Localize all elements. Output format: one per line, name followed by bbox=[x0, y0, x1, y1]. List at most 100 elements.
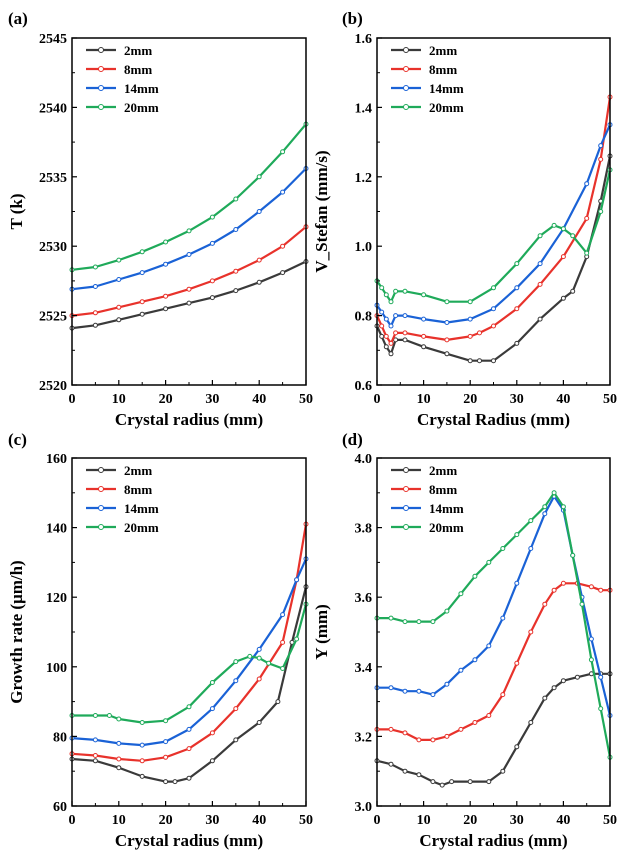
x-tick-label: 30 bbox=[205, 392, 219, 407]
legend-label: 2mm bbox=[124, 463, 152, 478]
data-point bbox=[500, 546, 506, 551]
data-point bbox=[209, 758, 215, 764]
data-point bbox=[256, 209, 262, 214]
legend-marker bbox=[98, 505, 104, 511]
data-point bbox=[542, 511, 548, 517]
series-line-14mm bbox=[377, 495, 612, 716]
data-point bbox=[551, 587, 557, 593]
data-point bbox=[92, 737, 98, 743]
data-point bbox=[379, 323, 385, 329]
data-point bbox=[256, 174, 262, 180]
data-point bbox=[209, 730, 215, 736]
data-point bbox=[467, 316, 473, 322]
y-tick-label: 3.6 bbox=[355, 591, 373, 606]
y-tick-label: 3.0 bbox=[355, 800, 373, 815]
data-point bbox=[444, 299, 450, 305]
x-tick-label: 30 bbox=[510, 813, 524, 828]
data-point bbox=[139, 773, 145, 779]
data-point bbox=[209, 240, 215, 246]
data-point bbox=[560, 504, 566, 510]
data-point bbox=[186, 252, 192, 257]
data-point bbox=[430, 692, 436, 698]
data-point bbox=[500, 615, 506, 621]
x-tick-label: 10 bbox=[112, 392, 126, 407]
data-point bbox=[163, 306, 169, 312]
data-point bbox=[598, 587, 604, 593]
data-point bbox=[163, 718, 169, 724]
data-point bbox=[598, 156, 604, 162]
data-point bbox=[467, 299, 473, 305]
data-point bbox=[256, 279, 262, 285]
legend: 2mm 8mm 14mm 20mm bbox=[391, 463, 464, 535]
x-tick-label: 0 bbox=[69, 392, 76, 407]
x-tick-label: 20 bbox=[159, 813, 173, 828]
x-tick-label: 50 bbox=[299, 813, 313, 828]
data-point bbox=[486, 643, 492, 649]
data-point bbox=[560, 678, 566, 684]
data-point bbox=[402, 730, 408, 736]
series-line-14mm bbox=[71, 558, 308, 747]
legend-label: 14mm bbox=[429, 81, 464, 96]
chart-panel-3: (c) 0 10 20 30 40 50 60 80 100 120 140 160 Crystal ra… bbox=[7, 430, 313, 850]
data-point bbox=[116, 716, 122, 722]
data-point bbox=[116, 257, 122, 263]
data-point bbox=[388, 323, 394, 329]
data-point bbox=[444, 733, 450, 739]
data-point bbox=[280, 639, 286, 645]
panel-label: (d) bbox=[342, 430, 363, 449]
y-tick-label: 1.6 bbox=[355, 32, 373, 47]
y-tick-label: 60 bbox=[53, 800, 67, 815]
data-point bbox=[421, 344, 427, 350]
data-point bbox=[449, 779, 455, 785]
y-tick-label: 1.4 bbox=[355, 101, 373, 116]
y-tick-label: 80 bbox=[53, 730, 67, 745]
data-point bbox=[416, 688, 422, 694]
data-point bbox=[139, 720, 145, 725]
data-point bbox=[528, 720, 534, 725]
data-point bbox=[598, 706, 604, 712]
y-tick-label: 0.6 bbox=[355, 379, 373, 394]
legend-marker bbox=[98, 486, 104, 492]
data-point bbox=[528, 546, 534, 551]
data-point bbox=[139, 311, 145, 317]
y-tick-label: 140 bbox=[46, 522, 67, 537]
data-point bbox=[116, 317, 122, 323]
data-point bbox=[491, 323, 496, 329]
y-tick-label: 2535 bbox=[39, 171, 67, 186]
data-point bbox=[280, 243, 286, 249]
data-point bbox=[537, 316, 543, 322]
data-point bbox=[388, 615, 394, 621]
data-point bbox=[256, 655, 262, 661]
y-tick-label: 0.8 bbox=[355, 310, 373, 325]
y-tick-label: 100 bbox=[46, 661, 67, 676]
data-point bbox=[421, 292, 427, 298]
legend-label: 8mm bbox=[429, 482, 457, 497]
data-point bbox=[491, 358, 496, 364]
plot-frame bbox=[71, 37, 307, 386]
y-axis-title: T (k) bbox=[7, 193, 26, 229]
data-point bbox=[139, 299, 145, 305]
data-point bbox=[402, 313, 408, 319]
data-point bbox=[444, 608, 450, 614]
data-point bbox=[280, 270, 286, 276]
data-point bbox=[92, 322, 98, 328]
y-tick-label: 3.4 bbox=[355, 661, 373, 676]
x-tick-label: 30 bbox=[510, 392, 524, 407]
legend-marker bbox=[403, 47, 409, 53]
data-point bbox=[570, 288, 576, 294]
x-tick-label: 30 bbox=[205, 813, 219, 828]
data-point bbox=[92, 758, 98, 764]
chart-panel-2: (b) 0 10 20 30 40 50 0.6 0.8 1.0 1.2 1.4 1.6 Crystal … bbox=[312, 9, 617, 429]
data-point bbox=[116, 277, 122, 282]
data-point bbox=[92, 264, 98, 270]
y-tick-label: 2530 bbox=[39, 240, 67, 255]
legend-marker bbox=[98, 467, 104, 473]
legend-label: 20mm bbox=[429, 100, 464, 115]
legend-marker bbox=[403, 524, 409, 530]
data-point bbox=[163, 739, 169, 745]
data-point bbox=[186, 300, 192, 306]
data-point bbox=[402, 768, 408, 774]
x-tick-label: 20 bbox=[463, 813, 477, 828]
x-tick-label: 10 bbox=[112, 813, 126, 828]
